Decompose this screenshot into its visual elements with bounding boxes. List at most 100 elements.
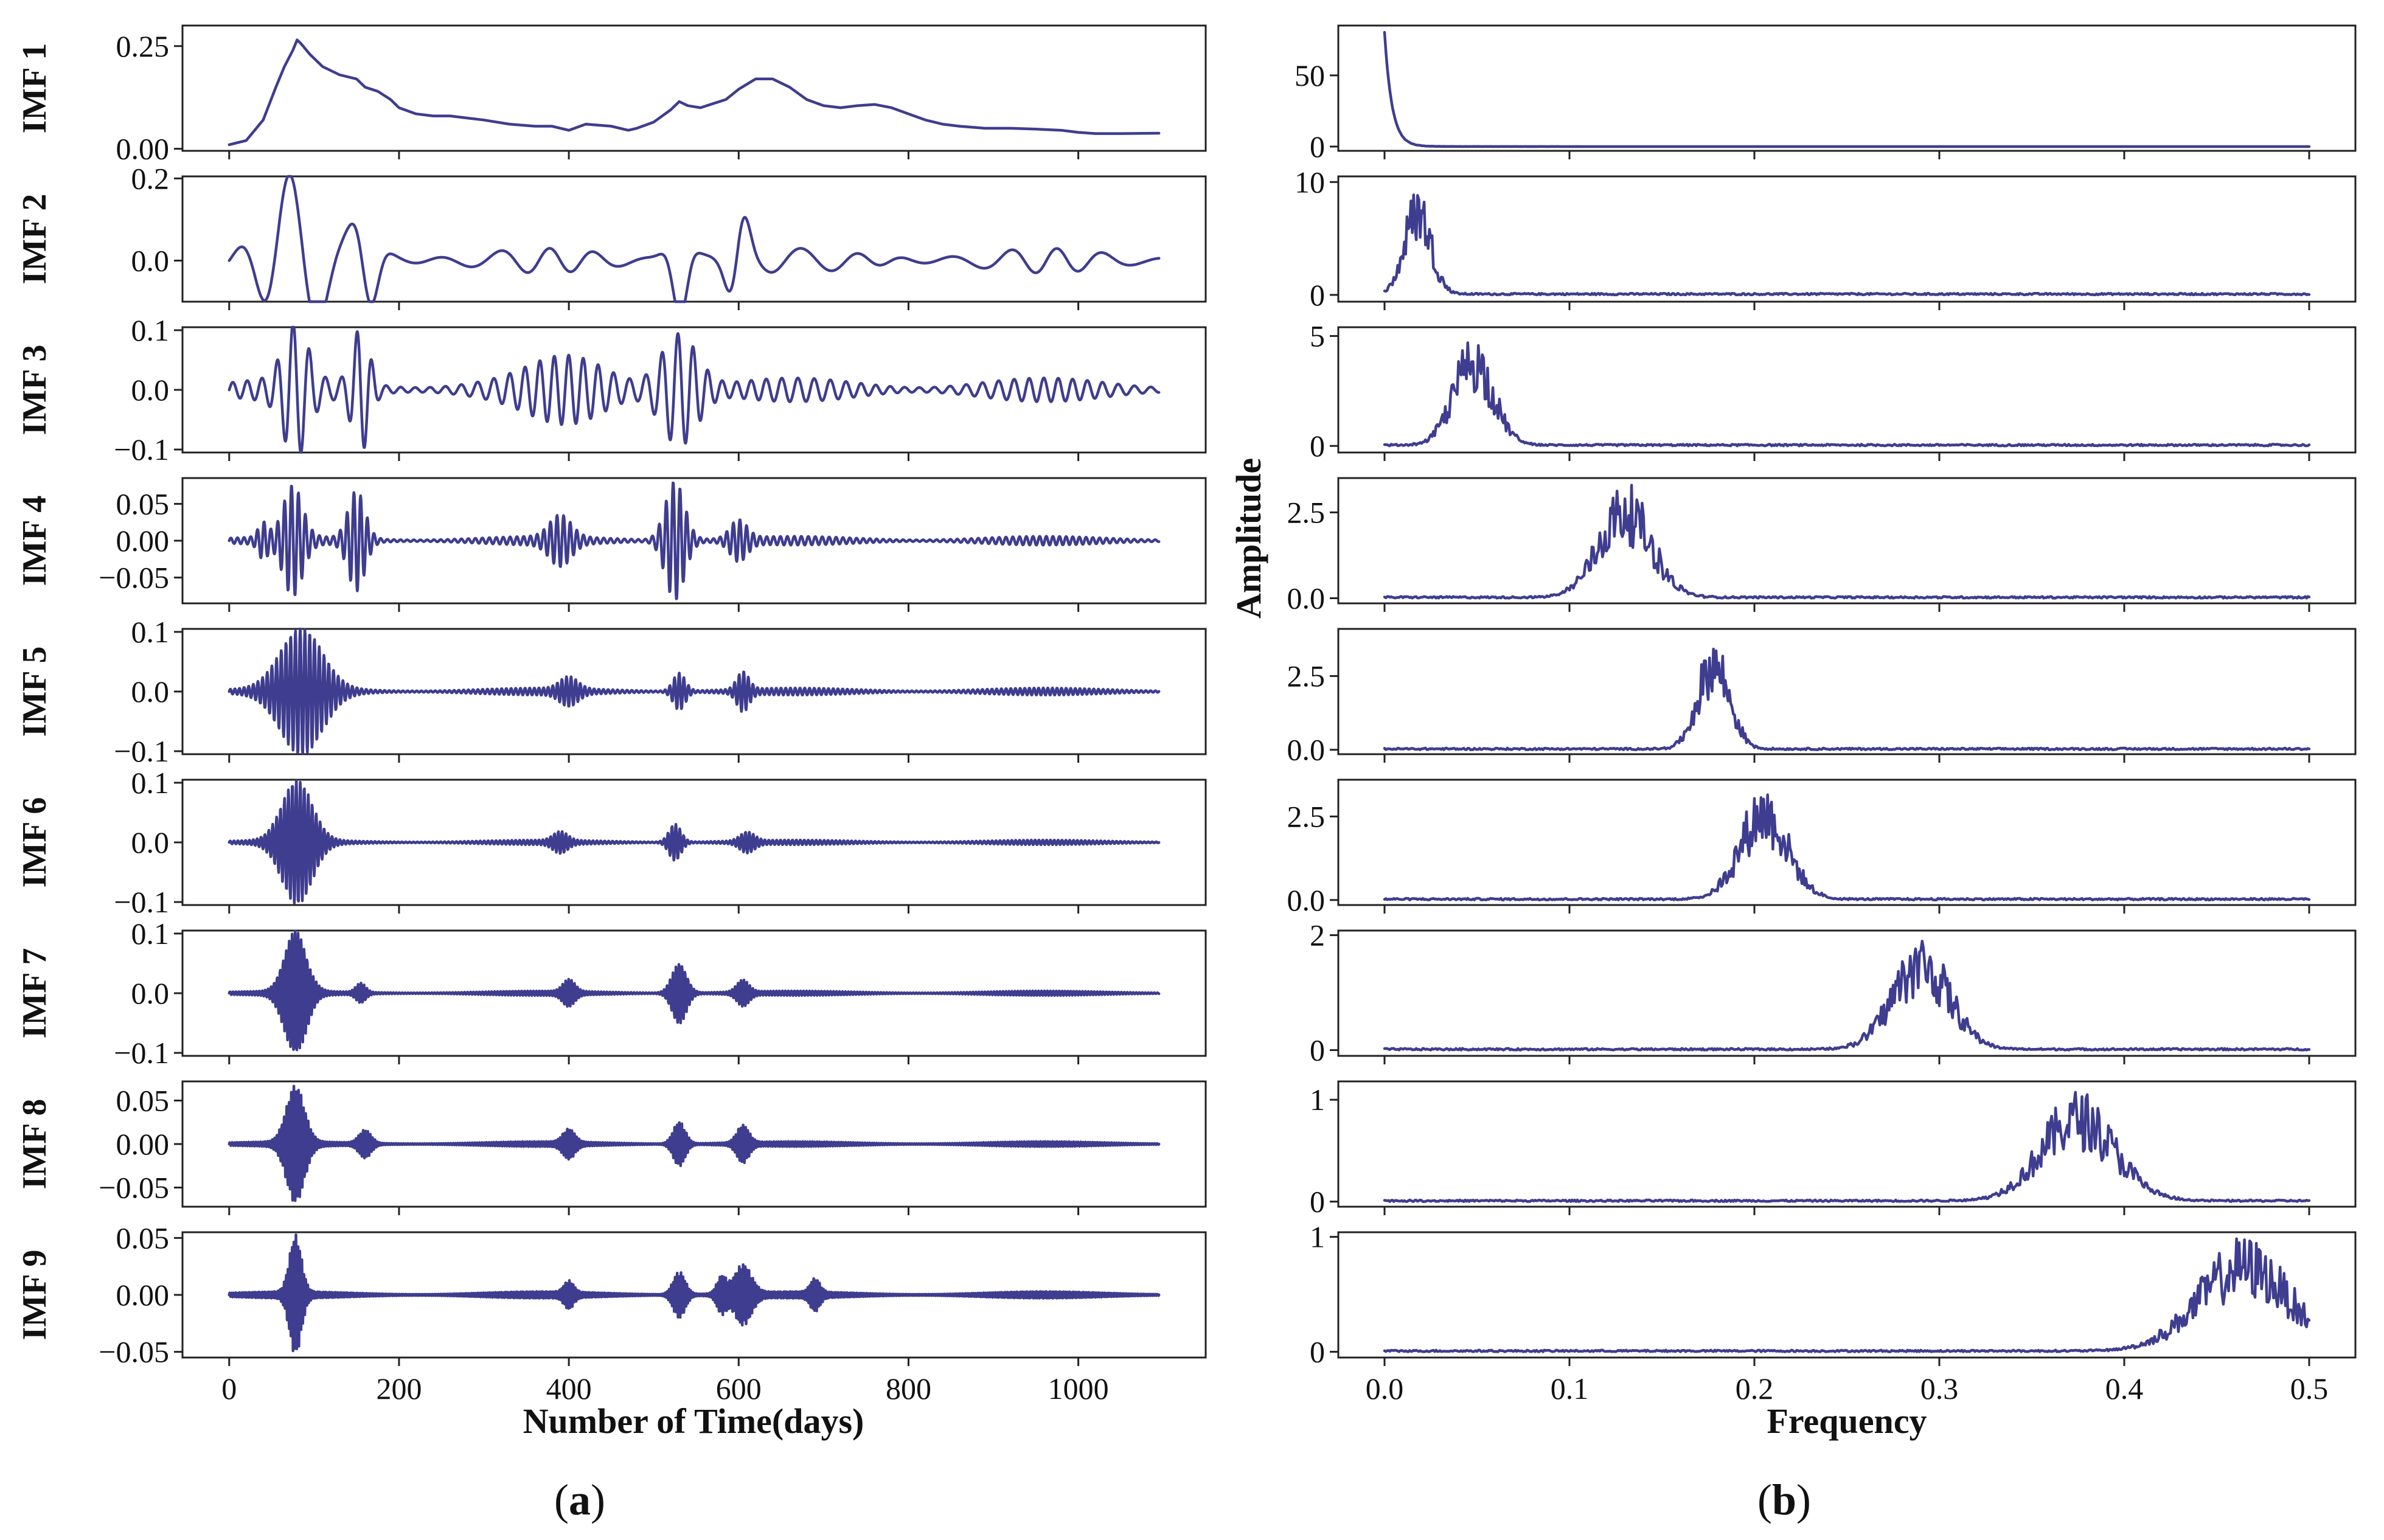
a-xtick-label: 800 [886, 1372, 931, 1406]
a-imf5-ytick-label: −0.1 [114, 734, 169, 768]
b-imf2-ytick-label: 0 [1310, 278, 1325, 312]
a-imf8-ytick-label: 0.05 [116, 1083, 170, 1117]
a-imf5-ylabel: IMF 5 [16, 647, 54, 737]
a-xtick-label: 0 [221, 1372, 237, 1406]
panel-b-y-axis-title: Amplitude [1229, 458, 1268, 619]
b-imf7-ytick-label: 0 [1310, 1033, 1325, 1067]
b-imf7-signal-line [1383, 940, 2311, 1052]
b-xtick-label: 0.0 [1366, 1372, 1404, 1406]
a-imf5-ytick-label: 0.0 [131, 675, 170, 709]
a-imf5-signal-line [228, 627, 1161, 755]
a-imf9-ytick-label: −0.05 [99, 1335, 169, 1369]
b-imf1-ytick-label: 0 [1310, 130, 1325, 164]
b-subplot-imf2: 0 10 [1295, 165, 2357, 312]
a-subplot-imf5: −0.1 0.0 0.1 IMF 5 [16, 615, 1207, 768]
b-imf4-ytick-label: 2.5 [1287, 495, 1326, 529]
b-imf5-ytick-label: 0.0 [1287, 733, 1326, 767]
a-imf9-ylabel: IMF 9 [16, 1250, 54, 1341]
panel-a-x-axis-title: Number of Time(days) [523, 1401, 864, 1441]
b-imf2-signal-line [1383, 193, 2311, 297]
a-imf7-ytick-label: 0.0 [131, 976, 170, 1010]
b-imf3-frame [1337, 326, 2357, 454]
a-imf2-frame [181, 175, 1207, 303]
b-imf9-frame [1337, 1231, 2357, 1359]
b-imf3-signal-line [1383, 341, 2311, 448]
a-imf4-ytick-label: 0.05 [116, 487, 170, 521]
a-subplot-imf8: −0.05 0.00 0.05 IMF 8 [16, 1080, 1207, 1215]
a-imf3-ytick-label: 0.1 [131, 313, 170, 347]
b-imf4-signal-line [1383, 484, 2311, 600]
a-imf2-ytick-label: 0.2 [131, 161, 170, 195]
a-imf1-signal-line [228, 38, 1161, 147]
a-imf1-ytick-label: 0.25 [116, 29, 170, 63]
b-subplot-imf8: 01 [1310, 1080, 2357, 1219]
b-imf5-ytick-label: 2.5 [1287, 659, 1326, 693]
b-xtick-label: 0.3 [1920, 1372, 1959, 1406]
b-imf8-frame [1337, 1080, 2357, 1208]
panel-b-x-axis-title: Frequency [1767, 1401, 1927, 1441]
b-xtick-label: 0.4 [2105, 1372, 2144, 1406]
caption-a: (a) [554, 1476, 605, 1524]
a-xtick-label: 600 [716, 1372, 762, 1406]
a-imf6-ytick-label: 0.0 [131, 825, 170, 859]
a-imf9-ytick-label: 0.00 [116, 1278, 170, 1312]
b-imf2-ytick-label: 10 [1295, 165, 1325, 199]
b-imf7-ytick-label: 2 [1310, 918, 1325, 952]
a-imf1-ytick-label: 0.00 [116, 132, 170, 166]
b-subplot-imf1: 0 50 [1295, 24, 2357, 164]
a-imf7-ytick-label: 0.1 [131, 917, 170, 951]
b-imf8-ytick-label: 1 [1310, 1083, 1325, 1117]
b-imf9-signal-line [1383, 1237, 2311, 1353]
b-imf1-ytick-label: 50 [1295, 58, 1325, 92]
b-imf1-frame [1337, 24, 2357, 152]
a-imf6-ytick-label: 0.1 [131, 766, 170, 800]
b-imf7-frame [1337, 929, 2357, 1057]
a-imf8-ylabel: IMF 8 [16, 1099, 54, 1190]
a-imf8-signal-line [228, 1084, 1161, 1202]
caption-b: (b) [1757, 1476, 1811, 1524]
a-imf6-signal-line [228, 779, 1161, 904]
b-subplot-imf7: 02 [1310, 918, 2357, 1067]
a-subplot-imf6: −0.1 0.0 0.1 IMF 6 [16, 766, 1207, 919]
b-imf4-frame [1337, 477, 2357, 605]
a-xtick-label: 1000 [1048, 1372, 1109, 1406]
a-imf7-signal-line [228, 929, 1161, 1052]
b-imf6-ytick-label: 2.5 [1287, 799, 1326, 833]
a-subplot-imf2: 0.0 0.2 IMF 2 [16, 161, 1207, 310]
a-subplot-imf7: −0.1 0.0 0.1 IMF 7 [16, 917, 1207, 1070]
b-subplot-imf5: 0.0 2.5 [1287, 628, 2357, 767]
a-imf2-ylabel: IMF 2 [16, 194, 54, 285]
b-subplot-imf4: 0.0 2.5 [1287, 477, 2357, 616]
a-subplot-imf1: 0.00 0.25 IMF 1 [16, 24, 1207, 166]
b-xtick-label: 0.2 [1736, 1372, 1774, 1406]
a-xtick-label: 400 [546, 1372, 592, 1406]
a-imf8-ytick-label: 0.00 [116, 1127, 170, 1161]
b-imf2-frame [1337, 175, 2357, 303]
a-imf4-ytick-label: 0.00 [116, 524, 170, 558]
a-imf4-ytick-label: −0.05 [99, 561, 169, 595]
a-imf2-signal-line [228, 175, 1161, 303]
a-subplot-imf4: −0.050.000.05 IMF 4 [16, 477, 1207, 612]
b-imf8-ytick-label: 0 [1310, 1185, 1325, 1219]
a-imf7-ylabel: IMF 7 [16, 948, 54, 1039]
b-imf3-ytick-label: 0 [1310, 429, 1325, 463]
a-imf3-signal-line [228, 325, 1161, 454]
b-subplot-imf3: 05 [1310, 319, 2357, 463]
a-imf3-ylabel: IMF 3 [16, 345, 54, 435]
b-subplot-imf6: 0.0 2.5 [1287, 779, 2357, 917]
b-imf8-signal-line [1383, 1091, 2311, 1203]
a-imf9-signal-line [228, 1233, 1161, 1353]
a-subplot-imf3: −0.1 0.0 0.1 IMF 3 [16, 313, 1207, 467]
a-imf5-ytick-label: 0.1 [131, 615, 170, 649]
a-imf8-ytick-label: −0.05 [99, 1171, 169, 1205]
a-imf4-ylabel: IMF 4 [16, 496, 54, 586]
a-imf6-ylabel: IMF 6 [16, 797, 54, 888]
b-imf3-ytick-label: 5 [1310, 319, 1325, 353]
b-imf6-signal-line [1383, 793, 2311, 902]
b-imf6-frame [1337, 779, 2357, 906]
a-xtick-label: 200 [376, 1372, 422, 1406]
b-subplot-imf9: 0 1 0.0 0.1 0.2 0.3 0.4 0.5 [1310, 1220, 2357, 1406]
